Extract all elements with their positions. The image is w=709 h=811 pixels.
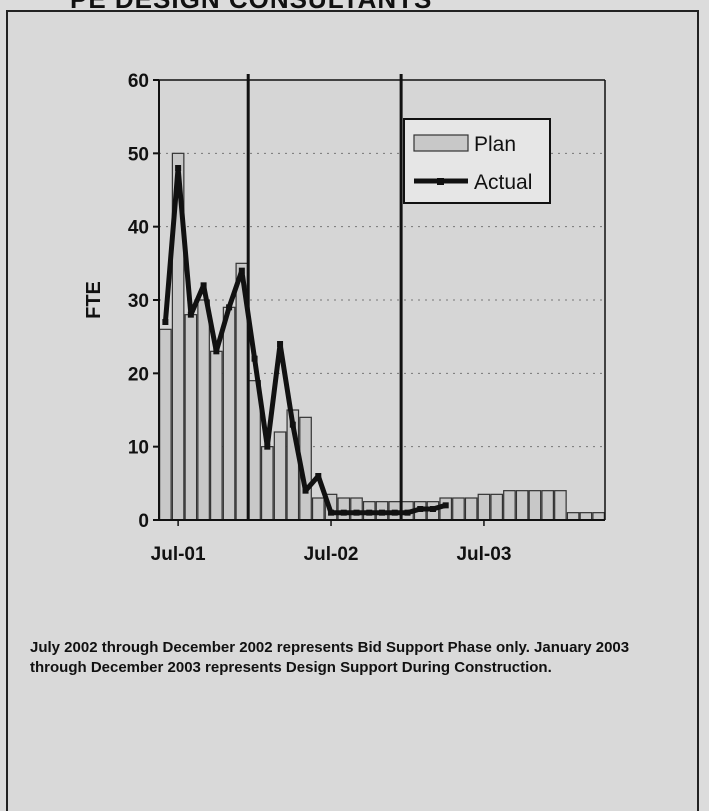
actual-point [200, 282, 207, 289]
actual-point [417, 506, 424, 512]
actual-point [251, 355, 258, 362]
x-tick-label: Jul-03 [456, 544, 511, 565]
plan-bar [528, 490, 542, 521]
plan-bar [515, 490, 529, 521]
actual-point [315, 473, 322, 479]
legend-actual-marker [437, 178, 444, 185]
actual-point [391, 509, 398, 516]
plan-bar [273, 431, 287, 521]
actual-point [162, 319, 169, 325]
legend-plan-label: Plan [474, 133, 516, 156]
actual-point [429, 506, 436, 512]
actual-point [340, 509, 347, 516]
actual-point [328, 509, 335, 516]
actual-point [187, 311, 194, 318]
page-title: PE DESIGN CONSULTANTS [70, 0, 432, 12]
plan-bar [311, 497, 325, 521]
plan-bar [490, 493, 504, 521]
actual-point [264, 443, 271, 450]
y-tick-label: 20 [128, 364, 149, 385]
y-tick-label: 0 [138, 511, 149, 532]
y-axis-label: FTE [83, 281, 105, 319]
plan-bar [579, 512, 593, 521]
actual-point [302, 487, 309, 494]
chart-caption: July 2002 through December 2002 represen… [30, 639, 630, 676]
plan-bar [159, 328, 172, 521]
actual-point [379, 509, 385, 516]
x-tick-label: Jul-02 [304, 544, 359, 565]
plan-bar [464, 497, 478, 521]
y-tick-label: 10 [128, 438, 149, 459]
y-tick-label: 30 [128, 291, 149, 312]
plan-bar [222, 306, 236, 521]
plan-bar [350, 497, 363, 521]
plan-bar [184, 314, 198, 521]
actual-point [213, 348, 220, 355]
actual-point [277, 341, 284, 347]
legend-actual-label: Actual [474, 171, 532, 194]
header-strip: PE DESIGN CONSULTANTS [0, 0, 709, 12]
y-tick-label: 60 [128, 71, 149, 92]
actual-point [226, 304, 233, 311]
plan-bar [337, 497, 351, 521]
fte-chart: 0 10 20 30 40 50 60 FTE Jul-01 Jul-02 Jul-03 Plan Ac… [83, 71, 606, 565]
plan-bar [477, 493, 491, 521]
plan-bar [503, 490, 516, 521]
y-tick-label: 40 [128, 218, 149, 239]
legend-box [403, 118, 551, 204]
plan-bar [566, 512, 580, 521]
legend-plan-swatch [413, 134, 469, 152]
actual-point [353, 509, 360, 516]
y-tick-label: 50 [128, 144, 149, 165]
plan-bar [541, 490, 554, 521]
plan-bar [197, 299, 210, 521]
plan-bar [260, 446, 274, 521]
actual-point [404, 509, 411, 516]
actual-point [175, 165, 182, 171]
plan-bar [554, 490, 567, 521]
x-tick-label: Jul-01 [151, 544, 206, 565]
plan-bar [452, 497, 465, 521]
chart-panel: 0 10 20 30 40 50 60 FTE Jul-01 Jul-02 Jul-03 Plan Ac… [6, 10, 699, 811]
actual-point [442, 502, 449, 509]
plan-bar [210, 350, 223, 521]
actual-point [366, 509, 373, 516]
actual-point [238, 267, 245, 274]
plan-bar [592, 512, 605, 521]
actual-point [289, 421, 296, 428]
